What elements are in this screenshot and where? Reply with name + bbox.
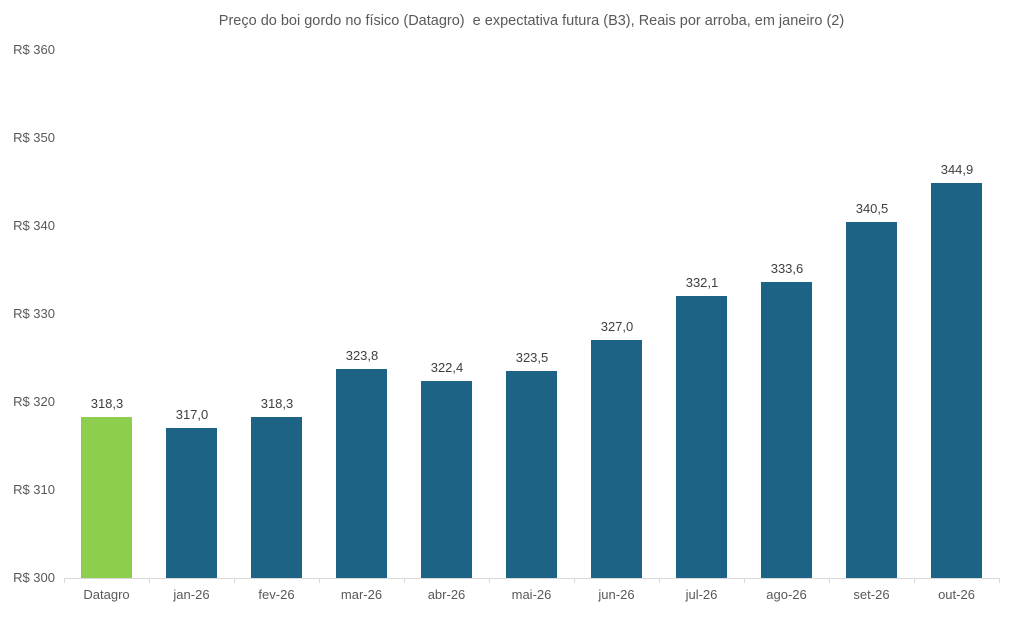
- chart-title: Preço do boi gordo no físico (Datagro) e…: [218, 13, 845, 29]
- x-axis-tick: [659, 578, 660, 583]
- y-axis-tick-label: R$ 360: [13, 42, 55, 57]
- x-axis-category-label: set-26: [853, 587, 890, 602]
- bar-value-label: 318,3: [90, 395, 124, 411]
- x-axis-category-label: Datagro: [83, 587, 130, 602]
- bar: [761, 282, 812, 578]
- bar: [336, 368, 387, 578]
- x-axis-category-label: abr-26: [427, 587, 466, 602]
- x-axis-category-label: jul-26: [685, 587, 718, 602]
- y-axis-tick-label: R$ 330: [13, 306, 55, 321]
- x-axis-tick: [319, 578, 320, 583]
- bar: [676, 295, 727, 578]
- bar: [421, 380, 472, 578]
- y-axis-tick-label: R$ 320: [13, 394, 55, 409]
- y-axis-tick-label: R$ 340: [13, 218, 55, 233]
- x-axis-tick: [64, 578, 65, 583]
- bar-value-label: 340,5: [855, 200, 889, 216]
- x-axis-category-label: jan-26: [173, 587, 210, 602]
- y-axis-tick-label: R$ 350: [13, 130, 55, 145]
- x-axis-category-label: mai-26: [511, 587, 552, 602]
- x-axis-tick: [999, 578, 1000, 583]
- x-axis-category-label: jun-26: [598, 587, 635, 602]
- bar: [166, 428, 217, 578]
- x-axis-tick: [149, 578, 150, 583]
- bar: [251, 416, 302, 578]
- x-axis-category-label: mar-26: [340, 587, 383, 602]
- x-axis-tick: [829, 578, 830, 583]
- x-axis-category-label: ago-26: [766, 587, 807, 602]
- x-axis-tick: [744, 578, 745, 583]
- bar: [931, 182, 982, 578]
- bar-value-label: 333,6: [770, 261, 804, 277]
- x-axis-category-label: fev-26: [258, 587, 295, 602]
- bar-value-label: 332,1: [685, 274, 719, 290]
- y-axis-tick-label: R$ 300: [13, 570, 55, 585]
- bar-value-label: 322,4: [430, 359, 464, 375]
- bar-value-label: 317,0: [175, 407, 209, 423]
- bar-value-label: 327,0: [600, 319, 634, 335]
- bar-value-label: 318,3: [260, 395, 294, 411]
- bar-highlight: [81, 416, 132, 578]
- x-axis-tick: [404, 578, 405, 583]
- x-axis-category-label: out-26: [938, 587, 975, 602]
- x-axis-tick: [489, 578, 490, 583]
- x-axis-tick: [914, 578, 915, 583]
- x-axis-tick: [574, 578, 575, 583]
- bar: [591, 340, 642, 578]
- bar: [846, 221, 897, 578]
- x-axis-line: [64, 578, 999, 579]
- bar-value-label: 344,9: [940, 161, 974, 177]
- bar-value-label: 323,5: [515, 350, 549, 366]
- x-axis-tick: [234, 578, 235, 583]
- bar: [506, 371, 557, 578]
- y-axis-tick-label: R$ 310: [13, 482, 55, 497]
- bar-value-label: 323,8: [345, 347, 379, 363]
